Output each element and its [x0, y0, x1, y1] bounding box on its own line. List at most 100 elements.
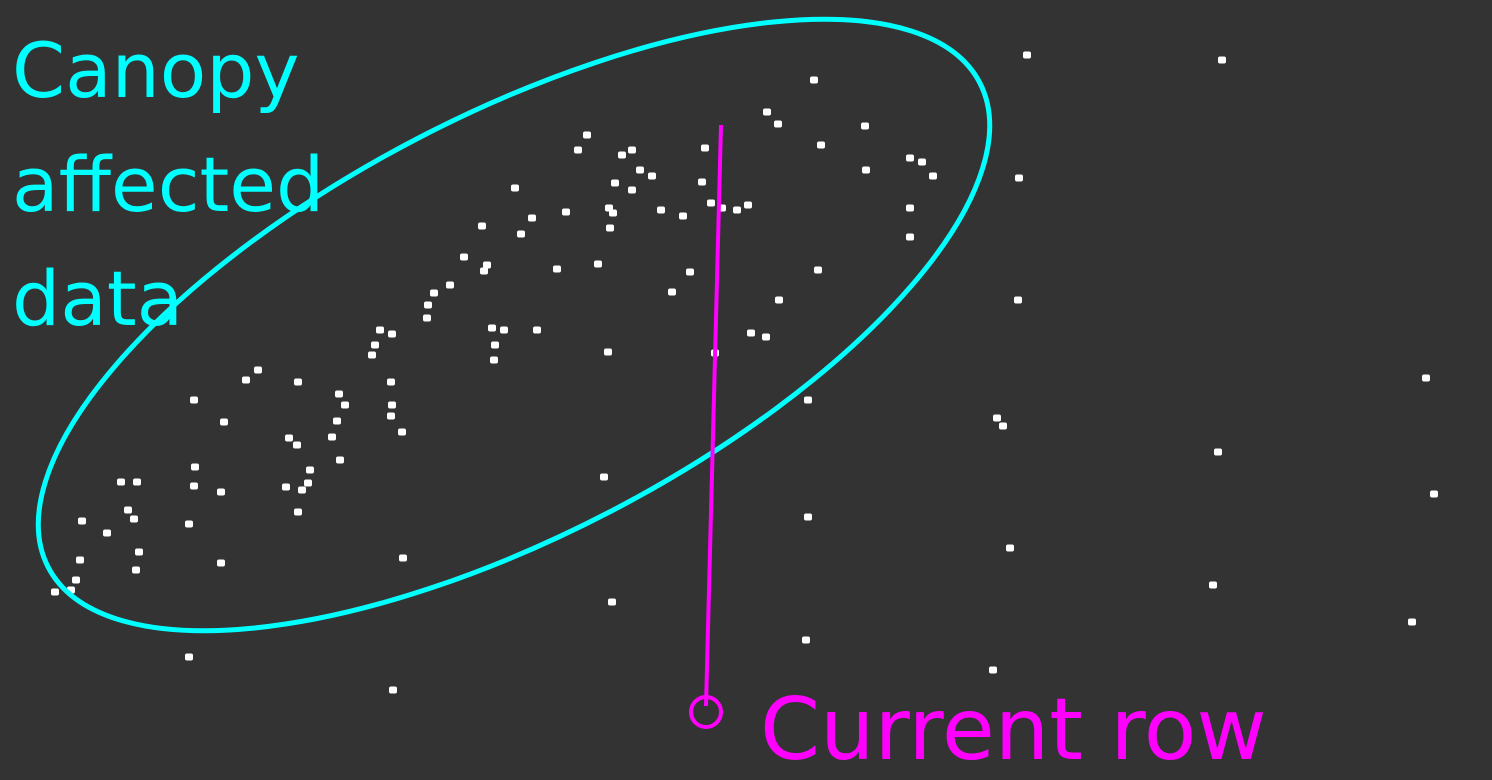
data-point: [701, 144, 709, 152]
data-point: [335, 390, 343, 398]
data-point: [294, 378, 302, 386]
data-point: [668, 288, 676, 296]
data-point: [132, 566, 140, 574]
data-point: [562, 208, 570, 216]
data-point: [817, 141, 825, 149]
data-point: [686, 268, 694, 276]
data-point: [517, 230, 525, 238]
data-point: [648, 172, 656, 180]
data-point: [747, 329, 755, 337]
data-point: [1014, 296, 1022, 304]
data-point: [810, 76, 818, 84]
data-point: [533, 326, 541, 334]
data-point: [1023, 51, 1031, 59]
data-point: [707, 199, 715, 207]
data-point: [600, 473, 608, 481]
data-point: [574, 146, 582, 154]
data-point: [220, 418, 228, 426]
data-point: [399, 554, 407, 562]
data-point: [511, 184, 519, 192]
point-cloud: [51, 51, 1438, 694]
data-point: [371, 341, 379, 349]
data-point: [103, 529, 111, 537]
current-row-line: [704, 124, 723, 707]
canopy-region-ellipse: [35, 16, 993, 634]
data-point: [72, 576, 80, 584]
data-point: [398, 428, 406, 436]
data-point: [389, 686, 397, 694]
data-point: [804, 513, 812, 521]
data-point: [185, 653, 193, 661]
data-point: [282, 483, 290, 491]
data-point: [376, 326, 384, 334]
data-point: [636, 166, 644, 174]
data-point: [1430, 490, 1438, 498]
data-point: [306, 466, 314, 474]
data-point: [293, 441, 301, 449]
data-point: [606, 224, 614, 232]
data-point: [814, 266, 822, 274]
data-point: [424, 301, 432, 309]
data-point: [135, 548, 143, 556]
data-point: [328, 433, 336, 441]
data-point: [124, 506, 132, 514]
data-point: [217, 559, 225, 567]
data-point: [929, 172, 937, 180]
data-point: [478, 222, 486, 230]
data-point: [294, 508, 302, 516]
data-point: [1408, 618, 1416, 626]
data-point: [1218, 56, 1226, 64]
data-point: [446, 281, 454, 289]
data-point: [368, 351, 376, 359]
data-point: [117, 478, 125, 486]
data-point: [733, 206, 741, 214]
canopy-label-line-1: Canopy: [12, 26, 300, 115]
data-point: [861, 122, 869, 130]
data-point: [608, 598, 616, 606]
canopy-label-line-2: affected: [12, 140, 325, 229]
data-point: [336, 456, 344, 464]
data-point: [604, 348, 612, 356]
data-point: [388, 401, 396, 409]
data-point: [763, 108, 771, 116]
data-point: [918, 158, 926, 166]
data-point: [611, 179, 619, 187]
data-point: [762, 333, 770, 341]
data-point: [583, 131, 591, 139]
data-point: [594, 260, 602, 268]
current-row-marker: [689, 695, 723, 729]
data-point: [483, 261, 491, 269]
data-point: [51, 588, 59, 596]
data-point: [190, 482, 198, 490]
data-point: [698, 178, 706, 186]
data-point: [298, 486, 306, 494]
data-point: [628, 146, 636, 154]
data-point: [133, 478, 141, 486]
data-point: [528, 214, 536, 222]
data-point: [1214, 448, 1222, 456]
data-point: [460, 253, 468, 261]
data-point: [76, 556, 84, 564]
data-point: [744, 201, 752, 209]
data-point: [906, 233, 914, 241]
data-point: [430, 289, 438, 297]
data-point: [242, 376, 250, 384]
data-point: [999, 422, 1007, 430]
data-point: [304, 479, 312, 487]
data-point: [254, 366, 262, 374]
data-point: [191, 463, 199, 471]
data-point: [906, 204, 914, 212]
data-point: [217, 488, 225, 496]
data-point: [78, 517, 86, 525]
data-point: [1422, 374, 1430, 382]
data-point: [285, 434, 293, 442]
data-point: [774, 120, 782, 128]
data-point: [1006, 544, 1014, 552]
data-point: [130, 515, 138, 523]
current-row-label: Current row: [760, 680, 1267, 780]
data-point: [802, 636, 810, 644]
data-point: [993, 414, 1001, 422]
canopy-label: Canopy affected data: [12, 14, 372, 356]
